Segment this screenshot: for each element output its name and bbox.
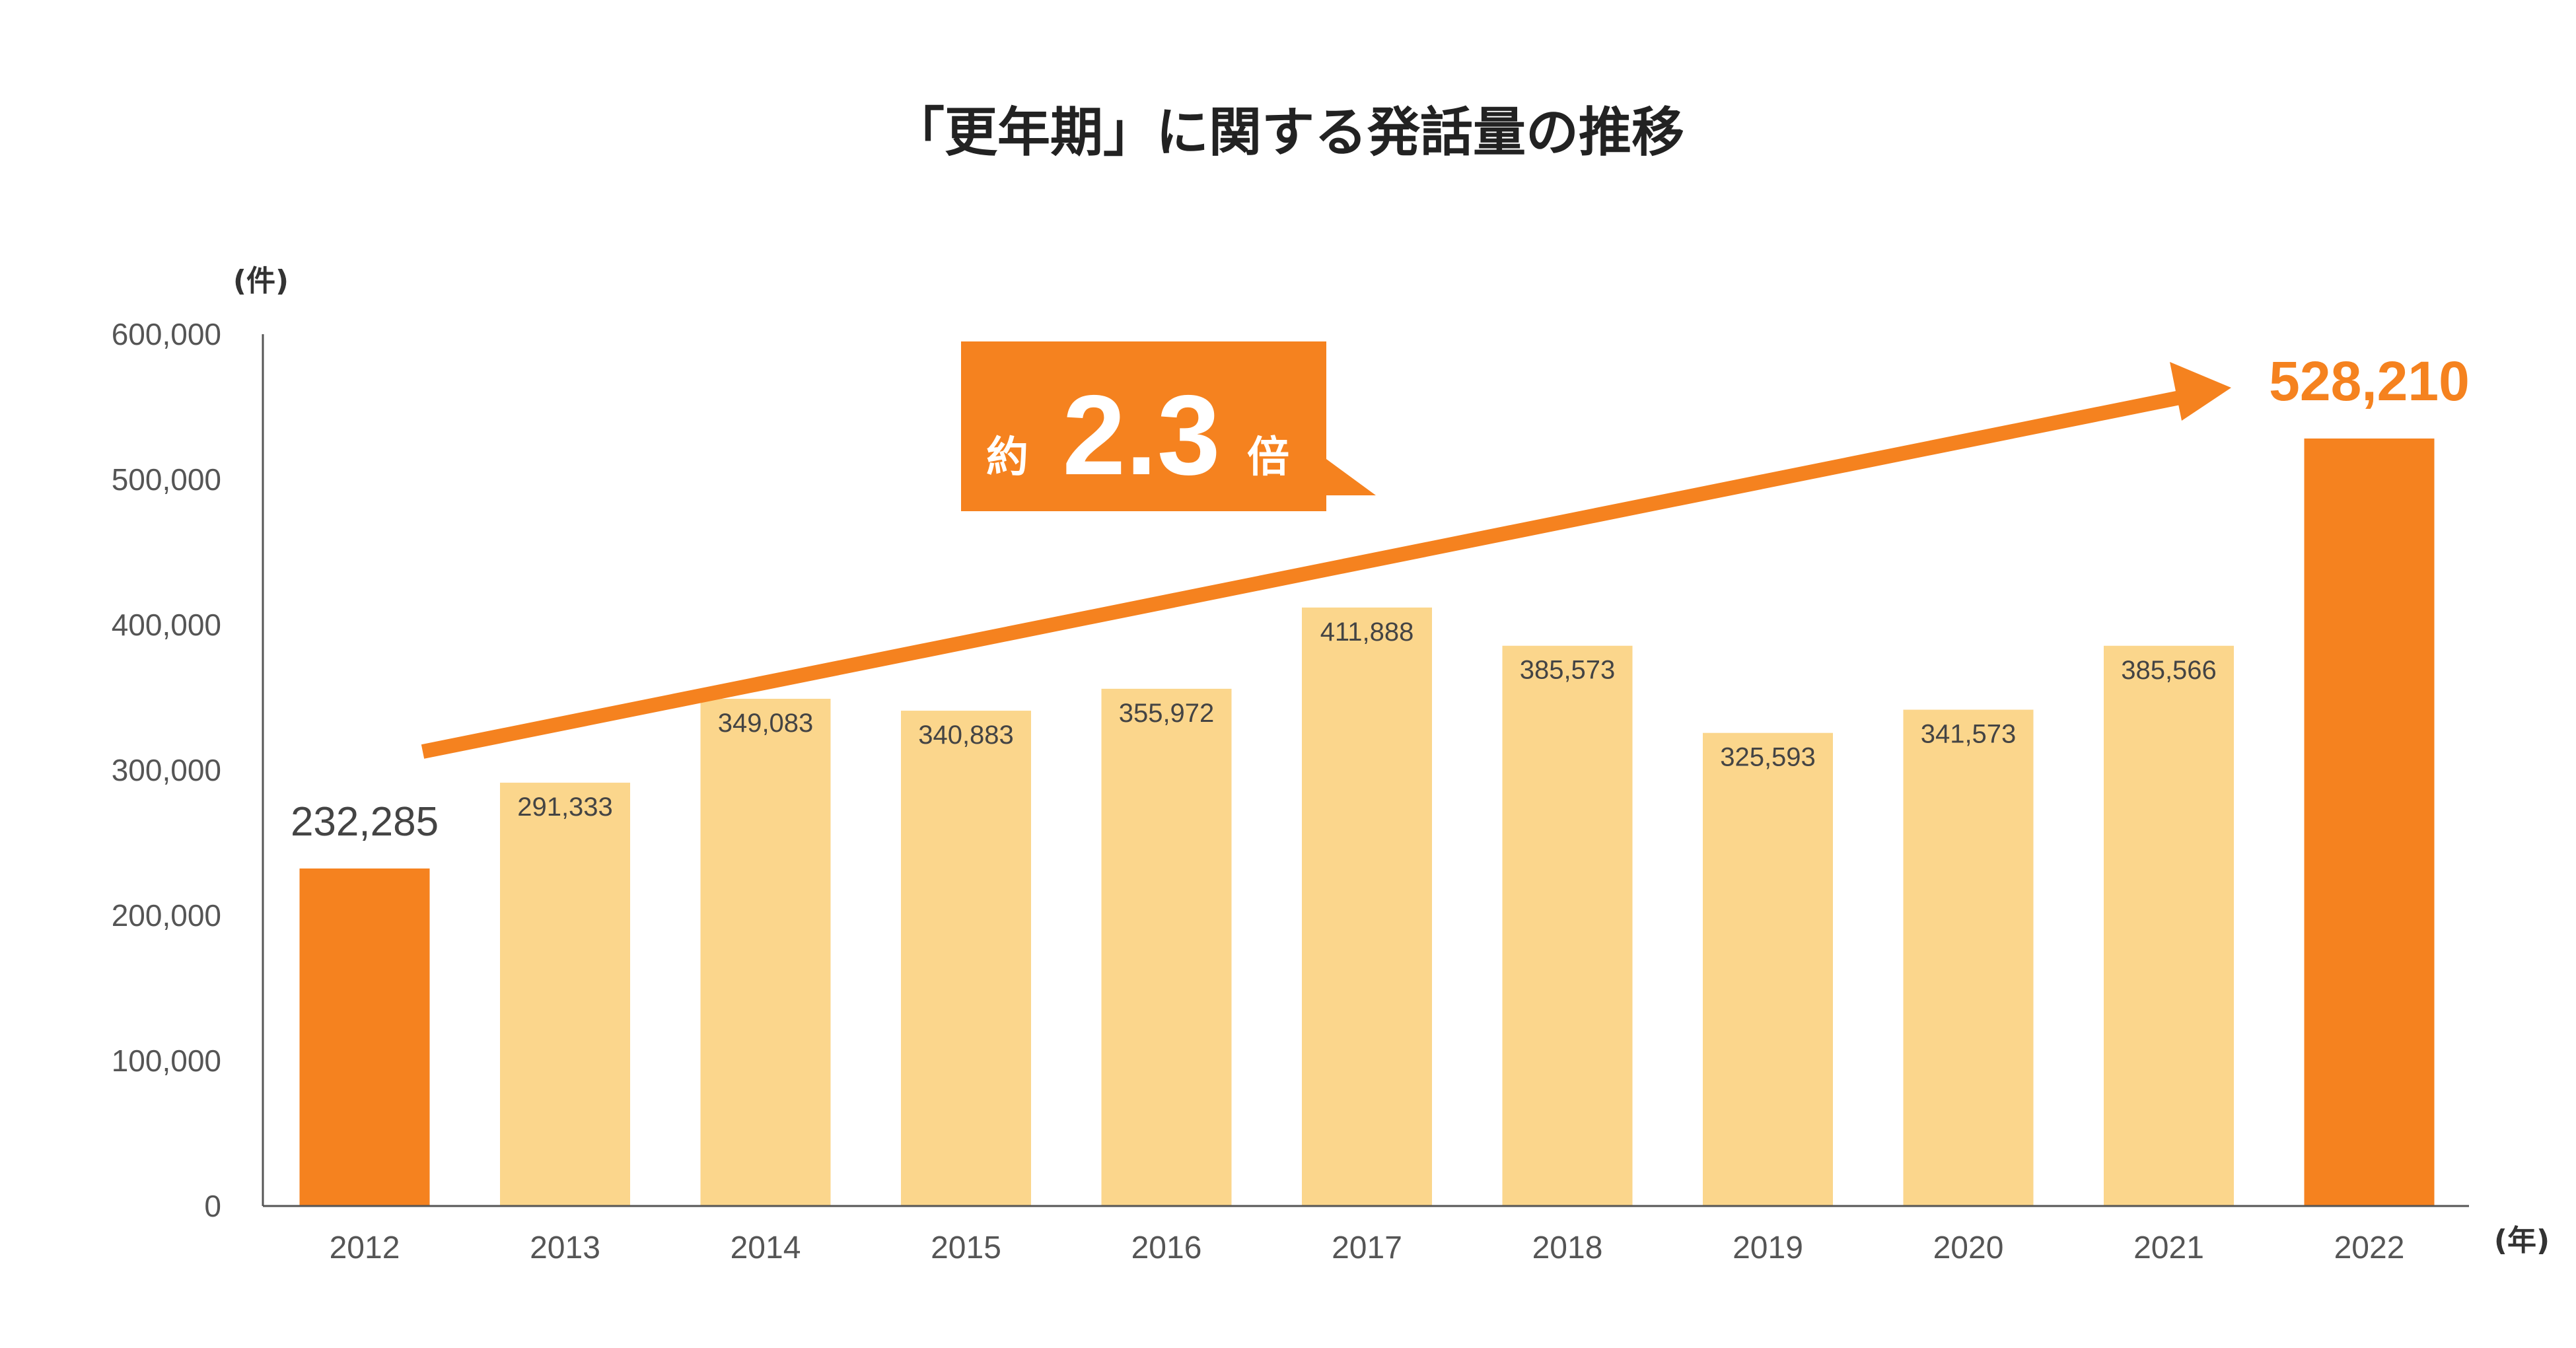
x-tick-label-2020: 2020 bbox=[1933, 1230, 2004, 1265]
x-tick-label-2013: 2013 bbox=[530, 1230, 600, 1265]
bar-2017 bbox=[1302, 607, 1432, 1206]
bar-value-label-2015: 340,883 bbox=[918, 721, 1014, 750]
bar-2020 bbox=[1903, 709, 2034, 1206]
badge-prefix-text: 約 bbox=[986, 433, 1028, 482]
bar-2018 bbox=[1502, 645, 1633, 1206]
x-tick-label-2022: 2022 bbox=[2334, 1230, 2405, 1265]
y-tick-label: 400,000 bbox=[112, 608, 221, 642]
growth-badge: 約 2.3 倍 bbox=[961, 341, 1376, 511]
y-tick-label: 600,000 bbox=[112, 317, 221, 351]
bar-value-label-2020: 341,573 bbox=[1921, 720, 2017, 749]
bars bbox=[299, 438, 2435, 1206]
badge-suffix-text: 倍 bbox=[1247, 433, 1289, 482]
x-tick-label-2012: 2012 bbox=[330, 1230, 400, 1265]
chart-title: 「更年期」に関する発話量の推移 bbox=[892, 102, 1684, 163]
x-tick-label-2018: 2018 bbox=[1532, 1230, 1603, 1265]
bar-value-label-2018: 385,573 bbox=[1520, 656, 1616, 685]
bar-2021 bbox=[2104, 645, 2234, 1206]
bar-value-label-2019: 325,593 bbox=[1720, 743, 1816, 772]
bar-2014 bbox=[700, 699, 831, 1206]
bar-value-labels: 232,285 291,333 349,083 340,883 355,972 411,8… bbox=[291, 350, 2470, 845]
growth-arrow bbox=[421, 362, 2231, 759]
bar-value-label-2012: 232,285 bbox=[291, 799, 439, 845]
y-axis-unit-label: (件) bbox=[233, 264, 289, 298]
bar-2019 bbox=[1703, 732, 1833, 1206]
bar-value-label-2013: 291,333 bbox=[517, 793, 613, 822]
badge-multiplier-text: 2.3 bbox=[1062, 372, 1220, 499]
y-tick-label: 300,000 bbox=[112, 753, 221, 787]
x-tick-label-2014: 2014 bbox=[731, 1230, 801, 1265]
x-tick-label-2021: 2021 bbox=[2133, 1230, 2204, 1265]
bar-value-label-2022: 528,210 bbox=[2269, 350, 2470, 412]
x-tick-label-2019: 2019 bbox=[1733, 1230, 1803, 1265]
bar-2022 bbox=[2304, 438, 2435, 1206]
bar-value-label-2017: 411,888 bbox=[1320, 618, 1414, 647]
x-tick-label-2016: 2016 bbox=[1131, 1230, 1202, 1265]
x-tick-label-2015: 2015 bbox=[931, 1230, 1001, 1265]
bar-value-label-2021: 385,566 bbox=[2121, 656, 2217, 685]
y-tick-label: 200,000 bbox=[112, 898, 221, 933]
x-tick-label-2017: 2017 bbox=[1332, 1230, 1402, 1265]
y-tick-label: 500,000 bbox=[112, 462, 221, 497]
bar-2013 bbox=[500, 783, 630, 1206]
bar-2016 bbox=[1101, 688, 1232, 1206]
bar-value-label-2014: 349,083 bbox=[718, 709, 814, 738]
bar-2015 bbox=[901, 711, 1031, 1206]
bar-value-label-2016: 355,972 bbox=[1119, 699, 1215, 728]
x-axis-ticks: 2012 2013 2014 2015 2016 2017 2018 2019 2020 2021… bbox=[330, 1230, 2405, 1265]
bar-2012 bbox=[299, 868, 430, 1206]
y-tick-label: 0 bbox=[204, 1189, 221, 1223]
y-tick-label: 100,000 bbox=[112, 1044, 221, 1078]
y-axis-ticks: 0 100,000 200,000 300,000 400,000 500,000 600,… bbox=[112, 317, 221, 1223]
x-axis-unit-label: (年) bbox=[2494, 1224, 2550, 1258]
